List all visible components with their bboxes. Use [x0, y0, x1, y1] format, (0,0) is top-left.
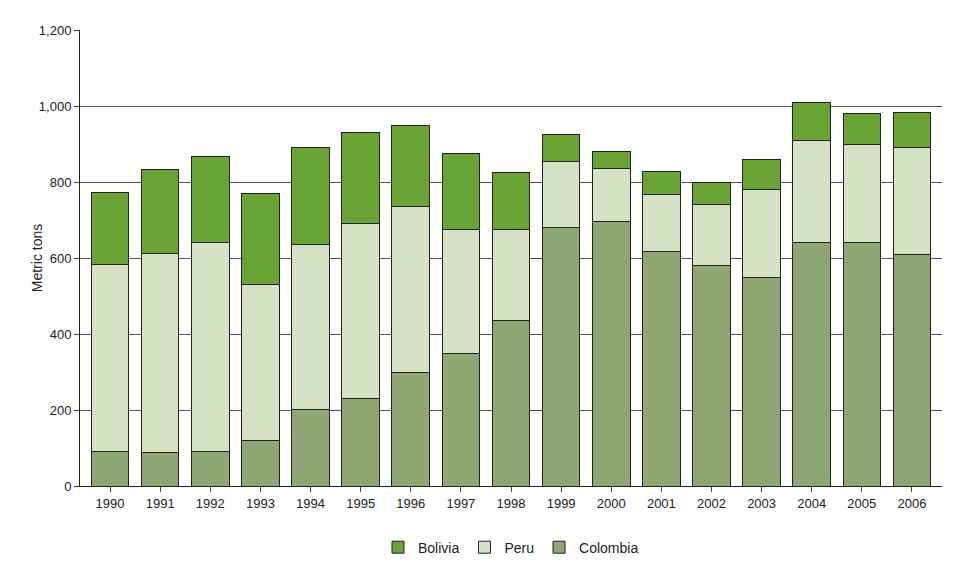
svg-text:2006: 2006	[897, 496, 926, 511]
svg-text:Peru: Peru	[504, 540, 534, 556]
svg-text:1998: 1998	[497, 496, 526, 511]
svg-text:0: 0	[64, 479, 71, 494]
svg-text:1,000: 1,000	[39, 99, 72, 114]
svg-text:1999: 1999	[547, 496, 576, 511]
svg-text:1996: 1996	[396, 496, 425, 511]
svg-text:2003: 2003	[747, 496, 776, 511]
svg-text:1994: 1994	[296, 496, 325, 511]
svg-text:400: 400	[50, 327, 72, 342]
svg-text:Bolivia: Bolivia	[418, 540, 459, 556]
svg-text:1993: 1993	[246, 496, 275, 511]
svg-text:800: 800	[50, 175, 72, 190]
svg-text:1991: 1991	[146, 496, 175, 511]
svg-text:1990: 1990	[96, 496, 125, 511]
svg-text:Colombia: Colombia	[579, 540, 638, 556]
svg-text:1997: 1997	[446, 496, 475, 511]
svg-text:2001: 2001	[647, 496, 676, 511]
svg-text:2005: 2005	[847, 496, 876, 511]
svg-text:1992: 1992	[196, 496, 225, 511]
svg-text:2002: 2002	[697, 496, 726, 511]
svg-text:600: 600	[50, 251, 72, 266]
svg-text:Metric tons: Metric tons	[29, 224, 45, 292]
svg-text:1995: 1995	[346, 496, 375, 511]
svg-text:1,200: 1,200	[39, 23, 72, 38]
svg-text:200: 200	[50, 403, 72, 418]
svg-text:2004: 2004	[797, 496, 826, 511]
svg-text:2000: 2000	[597, 496, 626, 511]
